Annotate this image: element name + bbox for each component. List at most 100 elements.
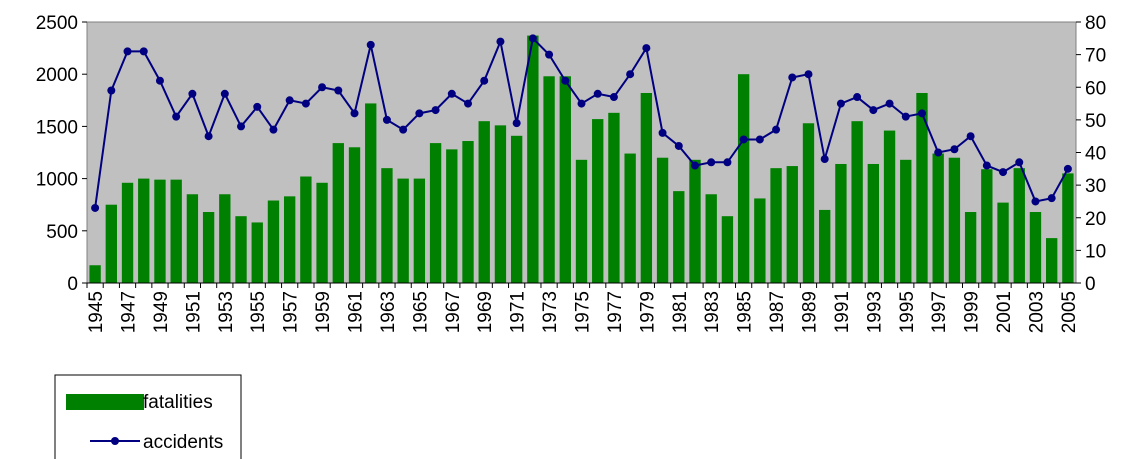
bar [964, 212, 977, 283]
bar [640, 92, 653, 283]
x-tick-label: 1957 [281, 291, 302, 333]
point [950, 145, 959, 154]
y2-tick-label: 70 [1085, 46, 1106, 67]
point [885, 99, 894, 108]
point [107, 86, 116, 95]
point [917, 109, 926, 118]
bar [543, 76, 555, 284]
y2-tick-label: 10 [1085, 241, 1106, 262]
point [674, 141, 683, 150]
bar [462, 141, 474, 283]
bar [316, 182, 328, 283]
point [399, 125, 408, 134]
y-tick-label: 1500 [36, 117, 78, 138]
point [188, 89, 197, 98]
point [318, 83, 327, 92]
bar [786, 166, 798, 283]
bar [981, 169, 993, 283]
x-tick-label: 1991 [832, 291, 853, 333]
bar [267, 200, 280, 283]
bar [656, 157, 669, 283]
x-tick-label: 1985 [735, 291, 756, 333]
point [853, 93, 862, 102]
x-tick-label: 1959 [313, 291, 334, 333]
point [1047, 194, 1056, 203]
bar [932, 153, 944, 283]
bar [819, 209, 831, 283]
bar [754, 198, 766, 283]
bar [348, 147, 361, 283]
point [982, 161, 991, 170]
point [739, 135, 748, 144]
bar [251, 222, 263, 283]
y-tick-label: 2500 [36, 13, 78, 34]
legend-box [54, 374, 242, 459]
x-tick-label: 1961 [346, 291, 367, 333]
bar [397, 178, 409, 283]
x-tick-label: 1947 [119, 291, 140, 333]
point [934, 148, 943, 157]
point [366, 40, 375, 49]
bar [867, 163, 880, 283]
point [1015, 158, 1024, 167]
x-tick-label: 2003 [1026, 291, 1047, 333]
x-tick-label: 1963 [378, 291, 399, 333]
bar [121, 182, 134, 283]
bar [689, 159, 701, 283]
bar [948, 157, 961, 283]
point [1031, 197, 1040, 206]
bar [883, 130, 896, 283]
point [528, 34, 537, 43]
point [155, 76, 164, 85]
x-tick-label: 1995 [897, 291, 918, 333]
x-tick-label: 1967 [443, 291, 464, 333]
point [123, 47, 132, 56]
y-tick-label: 1000 [36, 170, 78, 191]
point [334, 86, 343, 95]
point [755, 135, 764, 144]
point [545, 50, 554, 59]
x-tick-label: 1987 [767, 291, 788, 333]
y2-tick-label: 80 [1085, 13, 1106, 34]
x-tick-label: 1997 [929, 291, 950, 333]
bar [1062, 173, 1074, 283]
x-tick-label: 1981 [670, 291, 691, 333]
x-tick-label: 1945 [86, 291, 107, 333]
bar [673, 191, 685, 283]
bar [478, 121, 490, 284]
point [415, 109, 424, 118]
point [447, 89, 456, 98]
point [285, 96, 294, 105]
bar [608, 112, 620, 283]
point [496, 37, 505, 46]
point [966, 132, 975, 141]
bar [283, 196, 296, 283]
bar [721, 216, 734, 283]
x-tick-label: 1969 [475, 291, 496, 333]
x-tick-label: 1977 [605, 291, 626, 333]
legend-swatch [111, 437, 119, 445]
x-tick-label: 1999 [962, 291, 983, 333]
x-tick-label: 1955 [248, 291, 269, 333]
point [804, 70, 813, 79]
bar [1013, 168, 1025, 283]
bar [365, 103, 377, 283]
bar [219, 194, 231, 283]
y-tick-label: 0 [67, 274, 78, 295]
bar [1029, 212, 1042, 283]
point [220, 89, 229, 98]
bar [89, 265, 101, 283]
point [431, 106, 440, 115]
point [642, 44, 651, 53]
point [382, 115, 391, 124]
x-tick-label: 2005 [1059, 291, 1080, 333]
point [723, 158, 732, 167]
point [626, 70, 635, 79]
bar [997, 202, 1009, 283]
bar [575, 159, 588, 283]
point [788, 73, 797, 82]
point [301, 99, 310, 108]
point [707, 158, 716, 167]
bar [802, 123, 815, 283]
